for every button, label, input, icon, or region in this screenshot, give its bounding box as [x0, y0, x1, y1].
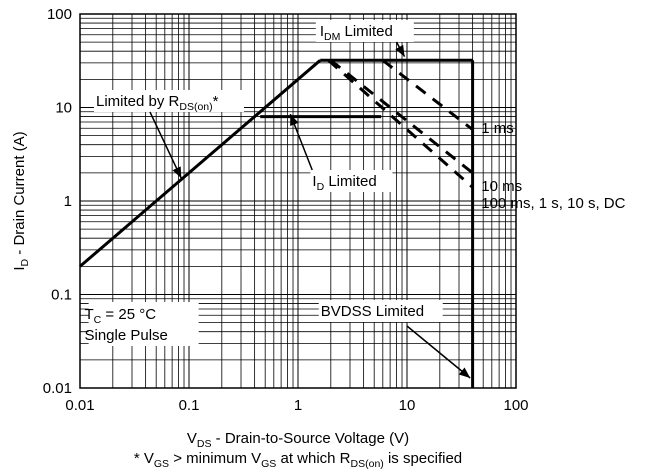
bvdss-arrow	[406, 325, 471, 379]
id-label-bg	[310, 170, 393, 192]
id-limited-label: ID Limited	[312, 173, 376, 193]
axis-labels: VDS - Drain-to-Source Voltage (V)* VGS >…	[11, 131, 462, 470]
x-tick-label: 0.01	[65, 397, 94, 414]
tick-labels: 0.01 0.1 1 10 100 100 10 1 0.1 0.01	[43, 6, 529, 414]
y-tick-label: 1	[64, 193, 72, 210]
series-line-1ms	[381, 59, 474, 131]
plot-frame	[79, 13, 517, 389]
curve-label-dc: 100 ms, 1 s, 10 s, DC	[481, 195, 625, 212]
rdson-label-bg	[94, 90, 244, 112]
rdson-arrow-head	[172, 166, 182, 179]
id-arrow-head	[290, 114, 299, 126]
x-tick-label: 100	[503, 397, 528, 414]
single-pulse-label: Single Pulse	[85, 327, 168, 344]
tc-label-bg	[88, 302, 199, 346]
y-tick-label: 0.01	[43, 380, 72, 397]
curve-label-10ms: 10 ms	[481, 178, 522, 195]
y-tick-label: 10	[55, 100, 72, 117]
x-axis-label: VDS - Drain-to-Source Voltage (V)	[187, 430, 409, 450]
bvdss-label-bg	[318, 300, 443, 322]
series-line-10ms	[329, 59, 474, 175]
y-tick-label: 100	[47, 6, 72, 23]
x-tick-label: 1	[294, 397, 302, 414]
x-tick-label: 0.1	[179, 397, 200, 414]
bvdss-arrow-head	[458, 367, 471, 378]
idm-arrow-head	[395, 44, 405, 57]
rdson-limited-label: Limited by RDS(on)*	[96, 93, 219, 113]
x-tick-label: 10	[399, 397, 416, 414]
y-axis-label: ID - Drain Current (A)	[11, 131, 31, 270]
curve-label-1ms: 1 ms	[481, 120, 514, 137]
tc-label: TC = 25 °C	[85, 306, 157, 326]
rdson-arrow	[149, 111, 182, 179]
series-line-rdson	[79, 59, 322, 268]
bvdss-limited-label: BVDSS Limited	[321, 303, 424, 320]
y-tick-label: 0.1	[51, 287, 72, 304]
footnote: * VGS > minimum VGS at which RDS(on) is …	[134, 450, 462, 470]
series-line-dc	[327, 59, 474, 189]
idm-label-bg	[315, 20, 414, 42]
annotations: IDM Limited Limited by RDS(on)* ID Limited…	[85, 20, 626, 379]
idm-limited-label: IDM Limited	[320, 23, 393, 43]
grid	[79, 13, 517, 389]
series-lines	[79, 58, 475, 388]
